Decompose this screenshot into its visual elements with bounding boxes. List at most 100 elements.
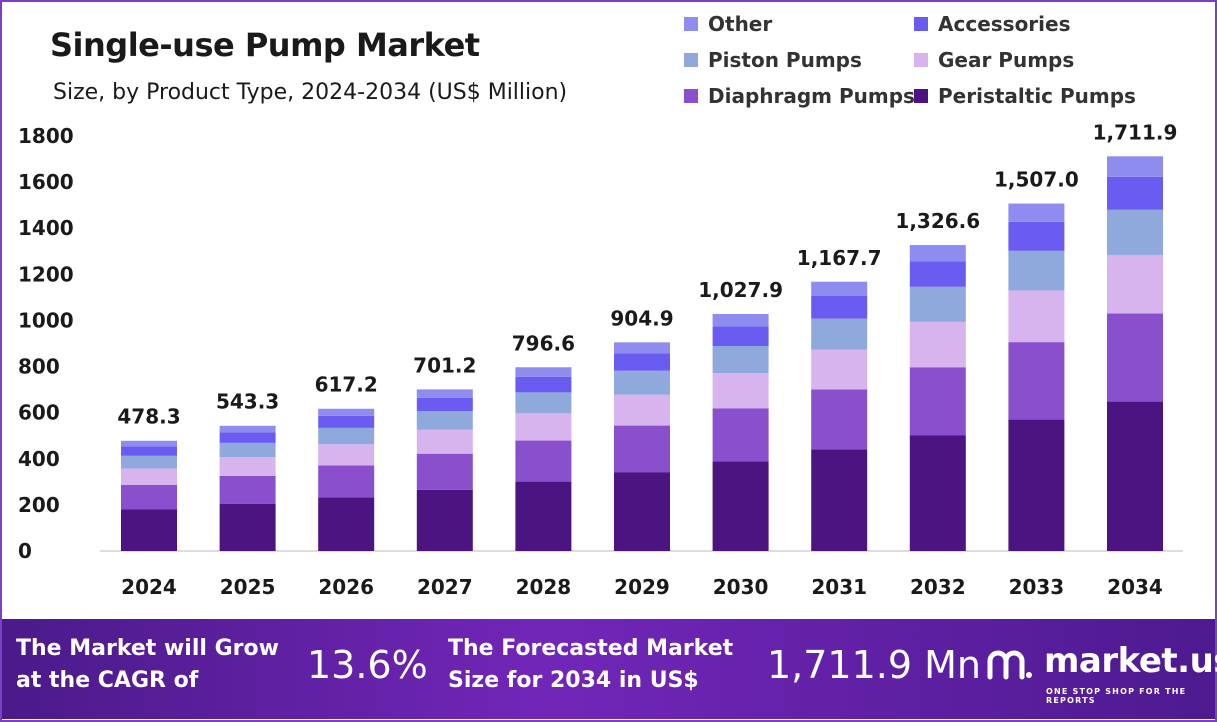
chart-subtitle: Size, by Product Type, 2024-2034 (US$ Mi… [53, 80, 568, 105]
bar-segment-diaphragm-pumps [1107, 313, 1163, 402]
market-us-logo-icon [987, 650, 1032, 680]
bar-segment-other [1008, 203, 1065, 222]
chart-legend: Other Accessories Piston Pumps Gear Pumps Di… [684, 12, 1204, 122]
bar-total-label: 1,711.9 [1093, 120, 1178, 144]
y-tick-label: 600 [18, 401, 60, 425]
bar-segment-gear-pumps [1008, 290, 1065, 343]
cagr-caption: The Market will Grow at the CAGR of [16, 633, 279, 697]
bar-total-label: 617.2 [315, 373, 378, 397]
legend-item-gear-pumps: Gear Pumps [914, 48, 1074, 72]
bar-segment-diaphragm-pumps [515, 440, 572, 482]
bar-total-label: 1,507.0 [994, 168, 1079, 192]
bar-segment-gear-pumps [515, 413, 572, 441]
x-tick-label: 2030 [713, 575, 769, 599]
forecast-caption: The Forecasted Market Size for 2034 in U… [448, 633, 733, 697]
bar-segment-accessories [219, 432, 276, 443]
bar-segment-accessories [416, 397, 473, 412]
legend-swatch [684, 17, 698, 31]
x-tick-label: 2027 [417, 575, 473, 599]
legend-item-accessories: Accessories [914, 12, 1071, 36]
bar-total-label: 478.3 [117, 405, 180, 429]
bar-total-label: 1,167.7 [797, 246, 882, 270]
y-tick-label: 0 [18, 539, 32, 563]
bar-segment-piston-pumps [811, 318, 868, 350]
bar-segment-peristaltic-pumps [219, 503, 276, 551]
legend-item-piston-pumps: Piston Pumps [684, 48, 862, 72]
bar-segment-peristaltic-pumps [121, 509, 177, 551]
bar-segment-piston-pumps [909, 286, 966, 322]
legend-label: Peristaltic Pumps [938, 84, 1136, 108]
bar-segment-accessories [712, 326, 769, 347]
legend-swatch [684, 53, 698, 67]
bar-segment-other [1107, 156, 1163, 177]
bar-segment-other [416, 389, 473, 398]
y-tick-label: 200 [18, 493, 60, 517]
bar-segment-other [811, 281, 868, 297]
bar-segment-peristaltic-pumps [614, 472, 670, 551]
bar-segment-peristaltic-pumps [1107, 401, 1163, 551]
bar-segment-gear-pumps [614, 394, 670, 426]
bar-segment-other [219, 425, 276, 433]
legend-item-other: Other [684, 12, 772, 36]
bar-segment-gear-pumps [811, 349, 868, 390]
bar-segment-accessories [318, 415, 375, 428]
legend-item-diaphragm-pumps: Diaphragm Pumps [684, 84, 915, 108]
cagr-caption-line1: The Market will Grow [16, 636, 279, 661]
bar-segment-gear-pumps [1107, 254, 1163, 314]
bar-total-label: 904.9 [610, 306, 673, 330]
bar-segment-gear-pumps [219, 457, 276, 476]
logo-text: market.us [1044, 641, 1217, 681]
bar-segment-accessories [1008, 221, 1065, 251]
bar-segment-gear-pumps [416, 429, 473, 454]
bar-segment-peristaltic-pumps [811, 449, 868, 551]
bar-segment-piston-pumps [1008, 250, 1065, 291]
y-tick-label: 1200 [18, 262, 74, 286]
legend-swatch [914, 53, 928, 67]
legend-item-peristaltic-pumps: Peristaltic Pumps [914, 84, 1136, 108]
bar-segment-gear-pumps [712, 373, 769, 409]
bar-segment-piston-pumps [219, 442, 276, 458]
cagr-value: 13.6% [307, 643, 428, 687]
bar-segment-peristaltic-pumps [416, 489, 473, 551]
x-tick-label: 2025 [220, 575, 276, 599]
bar-segment-piston-pumps [614, 370, 670, 395]
bar-segment-gear-pumps [909, 321, 966, 368]
bar-segment-accessories [909, 261, 966, 287]
bar-segment-other [515, 367, 572, 377]
bar-segment-peristaltic-pumps [909, 435, 966, 551]
bar-segment-accessories [811, 296, 868, 319]
legend-label: Other [708, 12, 773, 36]
bar-segment-gear-pumps [318, 444, 375, 466]
y-tick-label: 1800 [18, 124, 74, 148]
legend-swatch [914, 89, 928, 103]
forecast-value: 1,711.9 Mn [767, 643, 981, 687]
bar-segment-diaphragm-pumps [811, 389, 868, 450]
bar-segment-gear-pumps [121, 468, 177, 485]
cagr-caption-line2: at the CAGR of [16, 668, 199, 693]
bar-segment-diaphragm-pumps [909, 367, 966, 436]
bar-segment-diaphragm-pumps [121, 484, 177, 510]
x-tick-label: 2029 [614, 575, 670, 599]
bar-segment-other [614, 342, 670, 354]
y-tick-label: 1600 [18, 170, 74, 194]
bar-total-label: 701.2 [413, 353, 476, 377]
forecast-caption-line2: Size for 2034 in US$ [448, 668, 699, 693]
bar-segment-other [121, 440, 177, 447]
bar-segment-diaphragm-pumps [318, 465, 375, 498]
bar-segment-peristaltic-pumps [515, 481, 572, 551]
bar-segment-peristaltic-pumps [712, 461, 769, 551]
x-tick-label: 2026 [318, 575, 374, 599]
bar-segment-accessories [121, 446, 177, 456]
x-tick-label: 2032 [910, 575, 966, 599]
x-tick-label: 2034 [1107, 575, 1163, 599]
bar-total-label: 1,027.9 [698, 278, 783, 302]
legend-label: Diaphragm Pumps [708, 84, 915, 108]
bar-segment-piston-pumps [121, 455, 177, 469]
bar-segment-diaphragm-pumps [614, 425, 670, 473]
bar-segment-diaphragm-pumps [416, 453, 473, 490]
bar-segment-peristaltic-pumps [318, 497, 375, 551]
legend-swatch [914, 17, 928, 31]
bar-total-label: 796.6 [512, 331, 575, 355]
legend-swatch [684, 89, 698, 103]
bar-segment-diaphragm-pumps [1008, 342, 1065, 420]
